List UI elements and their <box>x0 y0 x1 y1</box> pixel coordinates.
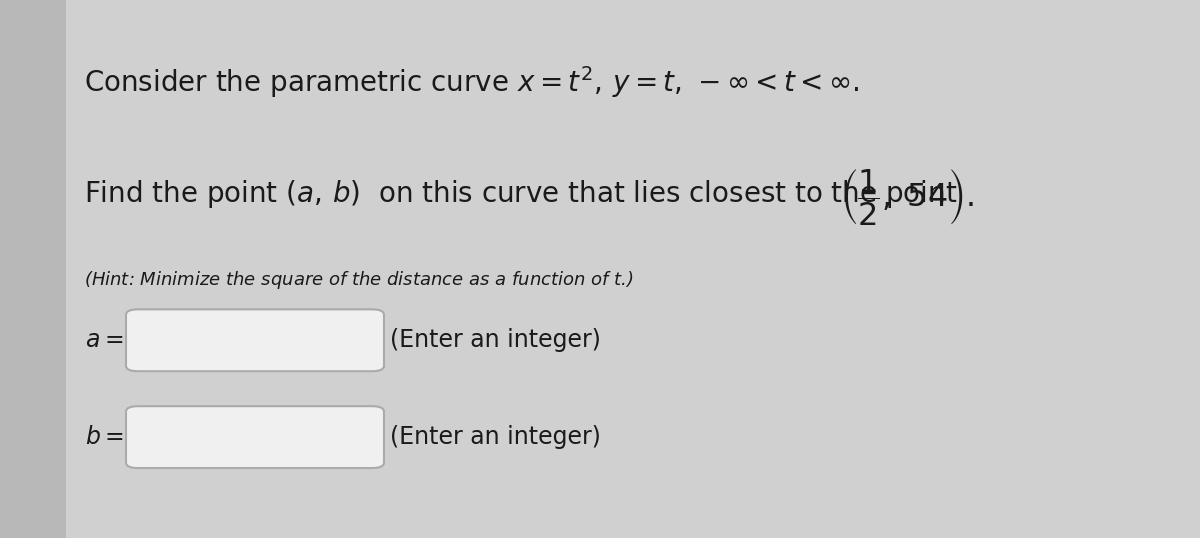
Text: Find the point $(a,\, b)$  on this curve that lies closest to the point: Find the point $(a,\, b)$ on this curve … <box>84 178 958 209</box>
Text: $a =$: $a =$ <box>85 328 124 352</box>
Text: $\left(\dfrac{1}{2},\;54\right).$: $\left(\dfrac{1}{2},\;54\right).$ <box>840 167 974 227</box>
FancyBboxPatch shape <box>0 0 66 538</box>
Text: (Enter an integer): (Enter an integer) <box>390 328 601 352</box>
FancyBboxPatch shape <box>126 309 384 371</box>
Text: Consider the parametric curve $x = t^2,\, y = t,\, -\infty < t < \infty.$: Consider the parametric curve $x = t^2,\… <box>84 65 859 101</box>
Text: $b =$: $b =$ <box>85 425 124 449</box>
Text: (Enter an integer): (Enter an integer) <box>390 425 601 449</box>
FancyBboxPatch shape <box>126 406 384 468</box>
Text: (Hint: Minimize the square of the distance as a function of $t$.): (Hint: Minimize the square of the distan… <box>84 269 634 291</box>
